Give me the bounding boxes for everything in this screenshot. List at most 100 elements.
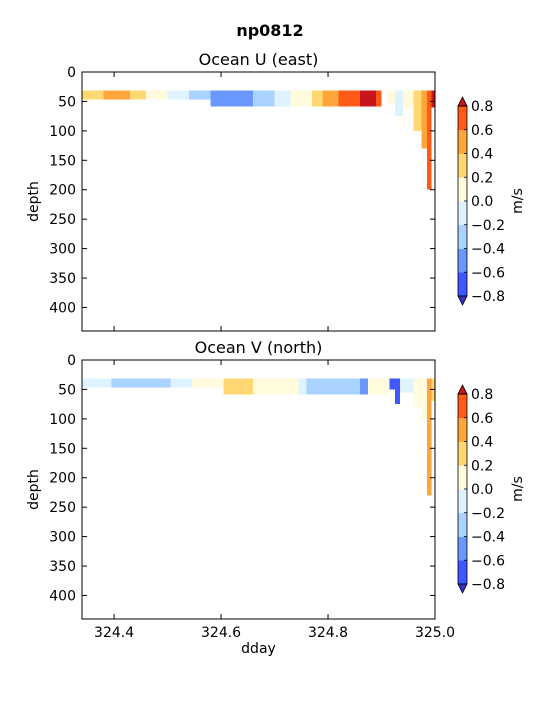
y-tick-label: 150	[49, 153, 76, 169]
y-tick-label: 200	[49, 183, 76, 199]
data-cell	[274, 90, 291, 107]
panel-ocean-u: Ocean U (east) 0 50 100 150 200 250 300 350 400 de…	[26, 50, 526, 332]
y-tick-label: 0	[67, 353, 76, 369]
data-cell	[263, 378, 299, 395]
colorbar-tick-label: 0.2	[471, 170, 493, 186]
data-cell	[210, 90, 254, 107]
y-tick-label: 150	[49, 441, 76, 457]
y-tick-label: 400	[49, 588, 76, 604]
y-tick-label: 300	[49, 530, 76, 546]
colorbar-tick-label: −0.6	[471, 553, 505, 569]
colorbar-over-extension	[457, 96, 468, 107]
data-cell	[82, 90, 88, 100]
colorbar-segment	[458, 394, 467, 419]
axes-frame	[81, 71, 436, 332]
colorbar-label: m/s	[510, 476, 526, 502]
data-cell	[253, 378, 264, 395]
data-cell	[82, 378, 112, 388]
colorbar-segment	[458, 536, 467, 561]
colorbar-tick-label: 0.6	[471, 123, 493, 139]
data-cells	[82, 378, 435, 496]
axes-frame	[81, 359, 436, 620]
data-cell	[360, 90, 377, 107]
data-cell	[413, 378, 422, 408]
data-cell	[103, 90, 131, 100]
data-cell	[253, 90, 275, 107]
colorbar-segment	[458, 201, 467, 226]
y-axis-label: depth	[26, 469, 42, 510]
y-tick-label: 350	[49, 271, 76, 287]
colorbar-tick-label: −0.4	[471, 530, 505, 546]
data-cell	[167, 90, 189, 100]
data-cell	[389, 378, 395, 390]
colorbar-tick-label: 0.0	[471, 482, 493, 498]
colorbar-segment	[458, 417, 467, 442]
data-cell	[130, 90, 147, 100]
colorbar-tick-label: −0.8	[471, 289, 505, 305]
colorbar-tick-label: 0.8	[471, 99, 493, 115]
colorbar-tick-label: 0.4	[471, 147, 493, 163]
colorbar-segment	[458, 129, 467, 154]
y-tick-label: 250	[49, 212, 76, 228]
x-tick-label: 324.8	[308, 625, 348, 641]
data-cell	[368, 378, 390, 395]
colorbar-tick-label: 0.2	[471, 458, 493, 474]
data-cell	[431, 90, 435, 108]
colorbar-segment	[458, 441, 467, 466]
colorbar-over-extension	[457, 384, 468, 395]
colorbar-tick-label: 0.4	[471, 435, 493, 451]
data-cell	[421, 90, 427, 149]
plot-area	[82, 72, 435, 331]
data-cell	[111, 378, 171, 388]
data-cell	[290, 90, 312, 107]
colorbar-under-extension	[457, 583, 468, 594]
colorbar-segment	[458, 560, 467, 585]
data-cell	[322, 90, 339, 107]
data-cell	[386, 90, 395, 104]
colorbar-tick-label: 0.6	[471, 411, 493, 427]
y-tick-label: 250	[49, 500, 76, 516]
colorbar-segment	[458, 224, 467, 249]
colorbar-segment	[458, 512, 467, 537]
colorbar-segment	[458, 465, 467, 490]
y-tick-label: 300	[49, 242, 76, 258]
colorbar: −0.8 −0.6 −0.4 −0.2 0.0 0.2 0.4 0.6 0.8 m/s	[457, 384, 526, 594]
data-cell	[298, 378, 307, 395]
x-tick-label: 324.6	[201, 625, 241, 641]
data-cell	[376, 90, 382, 107]
colorbar-segment	[458, 106, 467, 131]
colorbar-segment	[458, 153, 467, 178]
x-tick-label: 325.0	[415, 625, 455, 641]
data-cell	[223, 378, 254, 395]
plot-area	[82, 360, 435, 619]
data-cell	[402, 90, 414, 108]
colorbar-segment	[458, 177, 467, 202]
colorbar-tick-label: −0.6	[471, 265, 505, 281]
y-tick-label: 200	[49, 471, 76, 487]
y-tick-label: 50	[58, 382, 76, 398]
data-cell	[360, 378, 369, 395]
data-cell	[426, 378, 432, 496]
figure-suptitle: np0812	[236, 21, 303, 40]
data-cell	[87, 90, 104, 100]
panel-title: Ocean U (east)	[199, 50, 319, 69]
colorbar-tick-label: −0.2	[471, 218, 505, 234]
colorbar-tick-label: −0.2	[471, 506, 505, 522]
y-tick-label: 0	[67, 65, 76, 81]
data-cell	[394, 90, 403, 117]
data-cell	[188, 90, 211, 100]
y-tick-label: 100	[49, 412, 76, 428]
data-cell	[191, 378, 224, 388]
data-cell	[311, 90, 323, 107]
data-cell	[306, 378, 361, 395]
y-axis-label: depth	[26, 181, 42, 222]
y-tick-label: 400	[49, 300, 76, 316]
panel-ocean-v: Ocean V (north) 0 50 100 150 200 250 300 350 400 3…	[26, 338, 526, 657]
colorbar-under-extension	[457, 295, 468, 306]
data-cells	[82, 90, 435, 190]
x-axis-label: dday	[241, 641, 276, 657]
data-cell	[338, 90, 361, 107]
data-cell	[400, 378, 414, 393]
data-cell	[170, 378, 192, 388]
